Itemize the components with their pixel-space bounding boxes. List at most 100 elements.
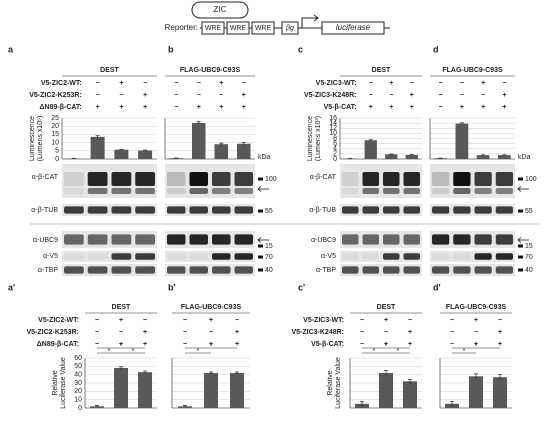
- blot-band: [453, 172, 471, 186]
- blot-band: [135, 253, 155, 260]
- condition-label: V5-ZIC3-K248R:: [304, 92, 357, 99]
- blot-band: [64, 172, 84, 186]
- y-tick-label: 50: [74, 363, 82, 370]
- bar: [114, 149, 129, 159]
- blot-band: [474, 266, 492, 274]
- blot-band: [87, 188, 108, 194]
- bg-box: [281, 21, 299, 35]
- reporter-label: Reporter:: [165, 23, 198, 32]
- luciferase-box: [321, 21, 385, 35]
- condition-sign: −: [242, 80, 246, 87]
- condition-sign: −: [197, 80, 201, 87]
- blot-band: [342, 253, 359, 260]
- condition-label: ΔN89-β-CAT:: [40, 104, 82, 111]
- y-tick-label: 30: [74, 380, 82, 387]
- blot-band: [167, 188, 186, 194]
- significance-label: *: [385, 343, 388, 350]
- condition-sign: −: [174, 104, 178, 111]
- band-arrow: [257, 237, 269, 243]
- panel-title: DEST: [112, 304, 131, 311]
- blot-label: α-β-TUB: [31, 207, 58, 214]
- condition-sign: +: [502, 92, 506, 99]
- marker-tick: [258, 177, 263, 181]
- error-bar: [209, 371, 213, 374]
- bar: [90, 136, 105, 159]
- marker-label: 55: [525, 208, 533, 215]
- panel-letter: c: [298, 44, 303, 54]
- condition-sign: −: [235, 317, 239, 324]
- condition-sign: −: [369, 80, 373, 87]
- panel-title: DEST: [372, 67, 391, 74]
- significance-label: *: [132, 348, 135, 355]
- error-bar: [143, 370, 147, 374]
- blot-band: [432, 188, 450, 194]
- marker-label: 15: [265, 243, 273, 250]
- band-arrow: [257, 186, 269, 192]
- blot-band: [362, 172, 379, 186]
- blot-label: α-β-TUB: [309, 207, 336, 214]
- bar: [455, 123, 469, 159]
- condition-sign: +: [143, 104, 147, 111]
- condition-sign: +: [498, 341, 502, 348]
- condition-sign: −: [439, 104, 443, 111]
- marker-label: 100: [265, 176, 277, 183]
- marker-label: kDa: [518, 154, 531, 161]
- marker-tick: [258, 209, 263, 213]
- condition-sign: +: [119, 341, 123, 348]
- blot-band: [474, 206, 492, 214]
- condition-sign: −: [450, 341, 454, 348]
- bar: [230, 373, 244, 408]
- condition-sign: −: [360, 317, 364, 324]
- y-tick-label: 40: [74, 372, 82, 379]
- blot-band: [135, 188, 155, 194]
- marker-label: kDa: [258, 154, 271, 161]
- condition-sign: −: [96, 80, 100, 87]
- blot-band: [64, 188, 84, 194]
- error-bar: [502, 154, 507, 156]
- error-bar: [409, 154, 414, 156]
- condition-label: V5-ZIC3-K248R:: [291, 329, 344, 336]
- blot-background: [340, 231, 422, 248]
- condition-sign: −: [439, 92, 443, 99]
- condition-sign: +: [410, 104, 414, 111]
- condition-sign: +: [481, 104, 485, 111]
- panel-title: DEST: [377, 304, 396, 311]
- blot-label: α-β-CAT: [310, 174, 337, 181]
- band-arrow: [517, 186, 529, 192]
- bar: [90, 406, 104, 408]
- blot-background: [165, 251, 255, 262]
- condition-label: V5-ZIC3-WT:: [303, 317, 344, 324]
- significance-label: *: [373, 348, 376, 355]
- y-axis-label: Relative: [52, 370, 59, 395]
- blot-band: [403, 206, 420, 214]
- blot-band: [87, 266, 108, 274]
- blot-band: [495, 253, 513, 260]
- significance-label: *: [463, 348, 466, 355]
- blot-band: [453, 206, 471, 214]
- blot-band: [135, 206, 155, 214]
- condition-sign: +: [235, 341, 239, 348]
- blot-label: α-V5: [43, 253, 58, 260]
- blot-band: [212, 206, 231, 214]
- blot-background: [340, 251, 422, 262]
- blot-label: α-V5: [321, 253, 336, 260]
- panel-letter: d': [433, 282, 441, 292]
- condition-label: ΔN89-β-CAT:: [37, 341, 79, 348]
- y-tick-label: 20: [74, 388, 82, 395]
- blot-band: [212, 253, 231, 260]
- element-label: WRE: [255, 25, 272, 32]
- blot-background: [430, 204, 515, 216]
- condition-sign: −: [474, 329, 478, 336]
- blot-band: [189, 234, 208, 245]
- blot-band: [403, 234, 420, 245]
- marker-label: 55: [265, 208, 273, 215]
- condition-sign: +: [384, 317, 388, 324]
- blot-band: [403, 253, 420, 260]
- y-axis-label: Luciferase Value: [60, 357, 67, 409]
- bar: [178, 406, 192, 408]
- condition-sign: −: [119, 329, 123, 336]
- y-tick-label: 10: [74, 397, 82, 404]
- condition-label: V5-ZIC3-WT:: [316, 80, 357, 87]
- blot-band: [474, 172, 492, 186]
- error-bar: [389, 153, 394, 155]
